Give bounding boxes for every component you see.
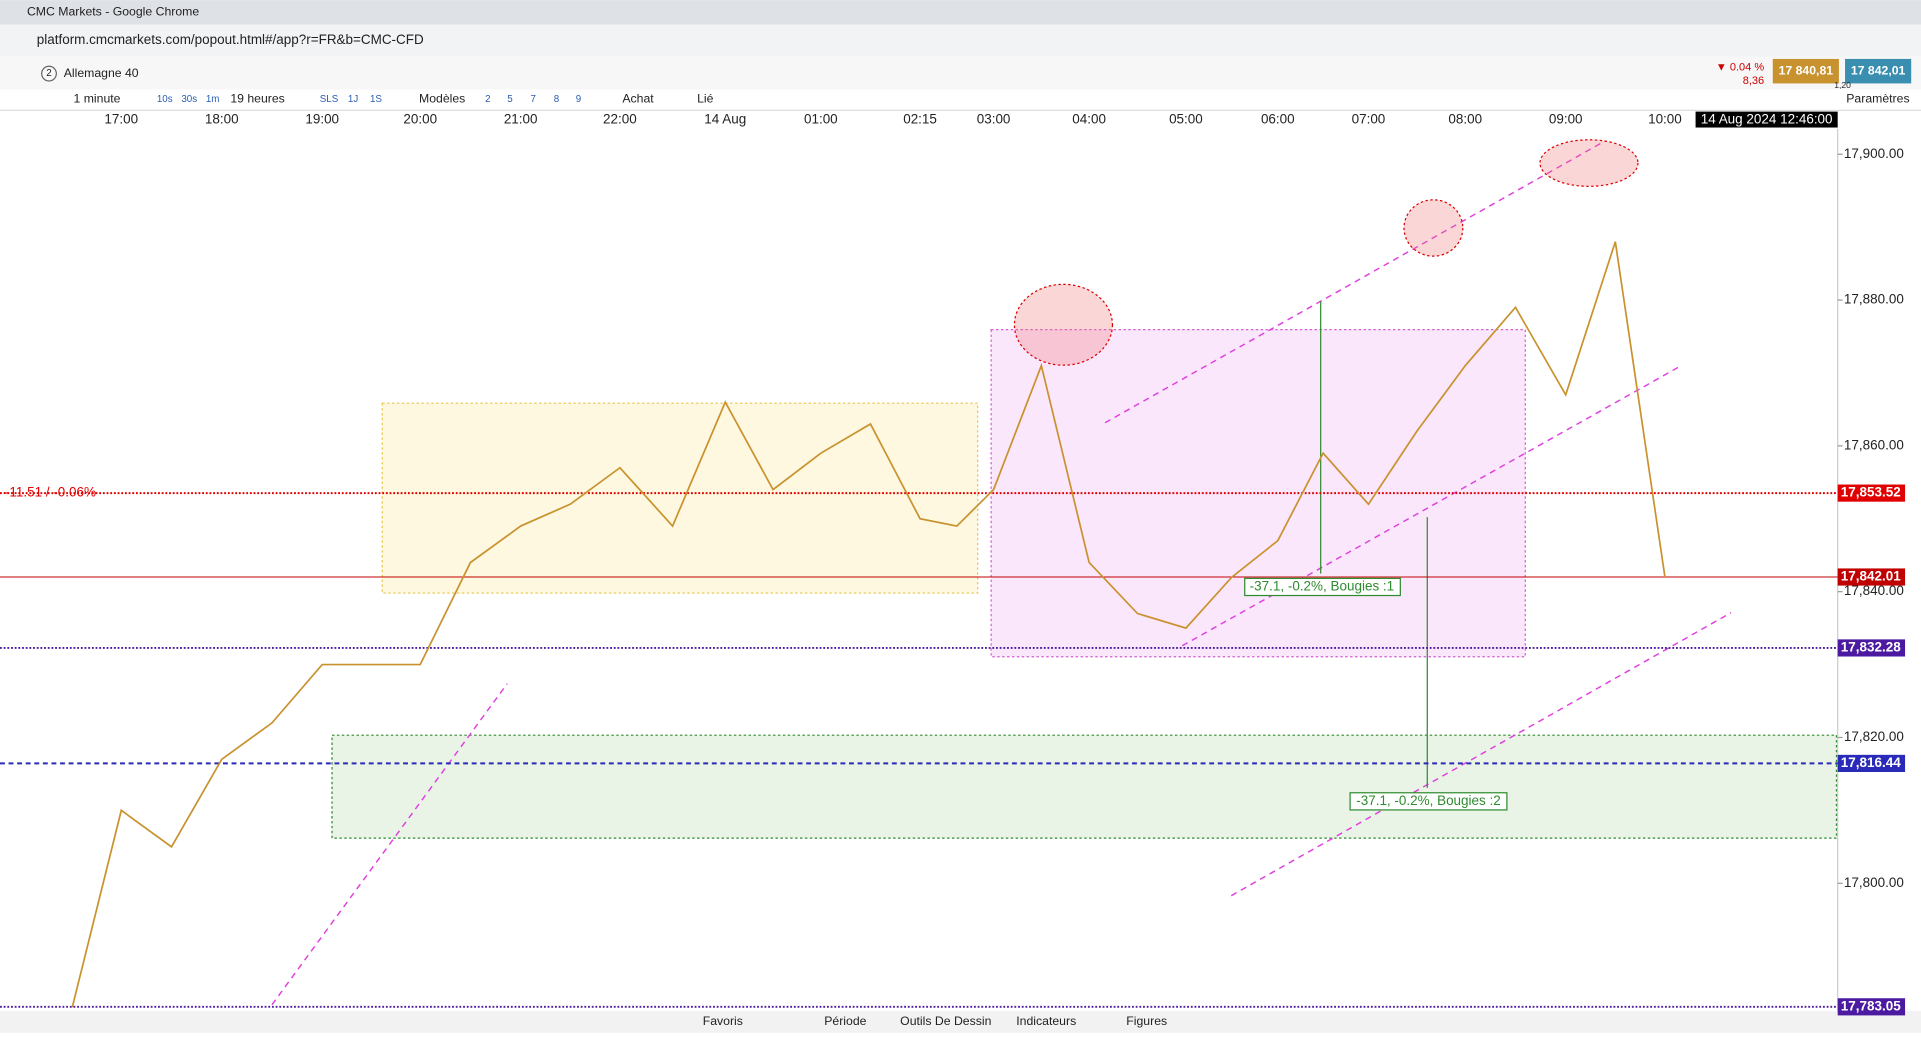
y-tick-label: 17,860.00 (1844, 437, 1904, 452)
level-label-box (1837, 484, 1906, 502)
y-tick-label: 17,880.00 (1844, 292, 1904, 307)
x-tick-label: 20:00 (403, 112, 437, 127)
level-label-box (1837, 639, 1906, 657)
measure-label: -37.1, -0.2%, Bougies :1 (1250, 579, 1395, 594)
range-box (381, 402, 979, 594)
bottom-tabs: Favoris Période Outils De Dessin Indicateur… (703, 1014, 1167, 1028)
toolbar-item[interactable]: 9 (576, 94, 581, 105)
sell-button[interactable] (1772, 58, 1839, 84)
instrument-name[interactable]: Allemagne 40 (64, 66, 139, 80)
bottom-tab[interactable]: Indicateurs (1016, 1014, 1076, 1028)
x-tick-label: 06:00 (1261, 112, 1295, 127)
toolbar-item[interactable]: Lié (697, 92, 714, 106)
change-pct: ▼ 0.04 % (1716, 61, 1764, 73)
change: 8,36 (1743, 75, 1764, 87)
toolbar-item[interactable]: 8 (554, 94, 560, 105)
bottom-bar (0, 1010, 1921, 1033)
url[interactable]: platform.cmcmarkets.com/popout.html#/app… (37, 32, 424, 47)
trend-line (1181, 364, 1683, 647)
buy-button[interactable] (1845, 58, 1912, 84)
measure-box (1244, 577, 1401, 597)
x-tick-label: 21:00 (504, 112, 538, 127)
level-label-box (1837, 754, 1906, 772)
toolbar-item[interactable]: 30s (181, 94, 197, 105)
measure-label: -37.1, -0.2%, Bougies :2 (1356, 793, 1501, 808)
y-tick-label: 17,840.00 (1844, 583, 1904, 598)
bottom-tab[interactable]: Favoris (703, 1014, 743, 1028)
level-label: 17,783.05 (1841, 998, 1901, 1013)
level-label: 17,853.52 (1841, 485, 1901, 500)
x-tick-label: 08:00 (1448, 112, 1482, 127)
toolbar: 1 minute 10s 30s 1m 19 heures SLS 1J 1S Modèles 2… (74, 92, 714, 106)
toolbar-item[interactable]: 1J (348, 94, 358, 105)
x-tick-label: 03:00 (977, 112, 1011, 127)
x-tick-label: 02:15 (903, 112, 937, 127)
x-tick-label: 05:00 (1169, 112, 1203, 127)
index-badge (41, 65, 57, 82)
toolbar-item[interactable]: 10s (157, 94, 173, 105)
level-label: 17,832.28 (1841, 640, 1901, 655)
spread: 1,20 (1834, 80, 1851, 90)
address-bar (0, 24, 1921, 57)
cursor-time: 14 Aug 2024 12:46:00 (1701, 112, 1833, 127)
toolbar-item[interactable]: 1m (206, 94, 220, 105)
app-header (0, 56, 1921, 90)
instrument-index: 2 (46, 68, 51, 79)
x-tick-label: 01:00 (804, 112, 838, 127)
measure-box (1349, 792, 1508, 811)
settings[interactable]: Paramètres (1846, 92, 1909, 106)
highlight (1403, 199, 1464, 257)
toolbar-item[interactable]: 1S (370, 94, 382, 105)
y-tick-label: 17,900.00 (1844, 146, 1904, 161)
toolbar-item[interactable]: 5 (507, 94, 513, 105)
title-bar (0, 0, 1921, 25)
x-tick-label: 14 Aug (704, 112, 746, 127)
x-tick-label: 19:00 (305, 112, 339, 127)
level-label: 17,816.44 (1841, 755, 1901, 770)
ask: 17 842,01 (1851, 63, 1906, 77)
trend-line (1104, 140, 1606, 424)
trend-line (271, 683, 508, 1006)
toolbar-item[interactable]: SLS (320, 94, 339, 105)
toolbar-item[interactable]: 2 (485, 94, 490, 105)
x-tick-label: 17:00 (104, 112, 138, 127)
price-line (71, 241, 1666, 1008)
trend-line (1230, 612, 1732, 897)
zone-box (331, 734, 1838, 839)
window-title: CMC Markets - Google Chrome (27, 5, 199, 19)
toolbar-item[interactable]: Achat (622, 92, 654, 106)
toolbar-item[interactable]: 19 heures (230, 92, 285, 106)
bottom-tab[interactable]: Outils De Dessin (900, 1014, 991, 1028)
level-note: -11.51 / -0.06% (5, 485, 96, 500)
x-tick-label: 10:00 (1648, 112, 1682, 127)
level-label-box (1837, 998, 1906, 1016)
highlight (1539, 139, 1639, 187)
x-tick-label: 04:00 (1072, 112, 1106, 127)
toolbar-item[interactable]: Modèles (419, 92, 465, 106)
toolbar-item[interactable]: 7 (530, 94, 535, 105)
y-tick-label: 17,800.00 (1844, 875, 1904, 890)
level-label-box (1837, 568, 1906, 586)
x-tick-label: 22:00 (603, 112, 637, 127)
x-tick-label: 07:00 (1352, 112, 1386, 127)
y-tick-label: 17,820.00 (1844, 729, 1904, 744)
x-tick-label: 18:00 (205, 112, 239, 127)
toolbar-item[interactable]: 1 minute (74, 92, 121, 106)
level-label: 17,842.01 (1841, 569, 1901, 584)
bid: 17 840,81 (1779, 63, 1834, 77)
bottom-tab[interactable]: Période (824, 1014, 866, 1028)
x-tick-label: 09:00 (1549, 112, 1583, 127)
bottom-tab[interactable]: Figures (1126, 1014, 1167, 1028)
highlight (1013, 283, 1114, 366)
drawings: -37.1, -0.2%, Bougies :1 -37.1, -0.2%, B… (271, 139, 1838, 1006)
cursor-time-box (1695, 111, 1838, 128)
